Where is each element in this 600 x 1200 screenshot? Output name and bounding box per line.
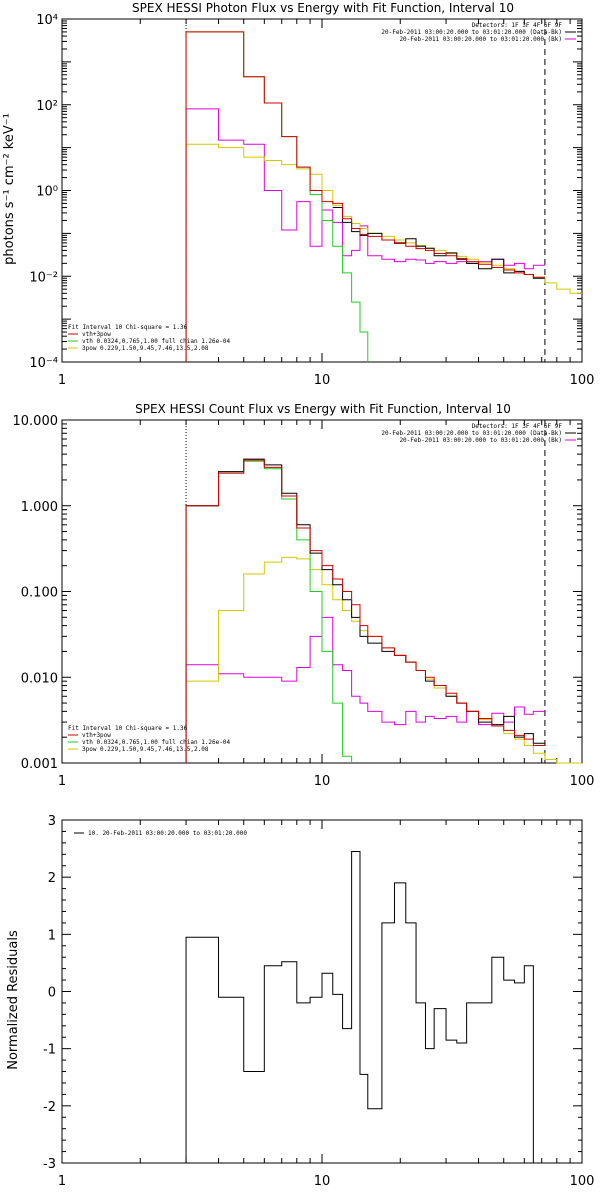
- legend-entry: Detectors: 1F 3F 4F 6F 9F: [472, 423, 563, 430]
- y-tick-label: 10⁰: [36, 185, 58, 200]
- series-10-20-feb-2011-03-00-20-000-to-03-01-20-000-line: [185, 850, 534, 1163]
- y-tick-label: -3: [43, 1157, 56, 1172]
- legend-entry: 20-Feb-2011 03:00:20.000 to 03:01:20.000…: [381, 430, 562, 437]
- photon-flux-y-label: photons s⁻¹ cm⁻² keV⁻¹: [2, 113, 17, 265]
- y-tick-label: 1: [48, 928, 56, 943]
- x-tick-label: 1: [58, 1174, 66, 1189]
- series-data-bk-line: [185, 458, 545, 763]
- photon-flux-panel: SPEX HESSI Photon Flux vs Energy with Fi…: [2, 1, 594, 388]
- y-tick-label: 0: [48, 986, 56, 1001]
- y-tick-label: 0.001: [21, 757, 58, 772]
- y-tick-label: 3: [48, 814, 56, 829]
- legend-entry: Detectors: 1F 3F 4F 6F 9F: [472, 22, 563, 29]
- x-tick-label: 100: [570, 774, 595, 789]
- y-tick-label: 0.010: [21, 671, 58, 686]
- y-tick-label: 1.000: [21, 500, 58, 515]
- legend-entry: vth 0.0324,0.765,1.00 full chian 1.26e-0…: [82, 338, 230, 345]
- x-tick-label: 100: [570, 1174, 595, 1189]
- legend-entry: vth+3pow: [82, 331, 111, 338]
- photon-flux-title: SPEX HESSI Photon Flux vs Energy with Fi…: [132, 1, 514, 15]
- legend-entry: vth+3pow: [82, 732, 111, 739]
- legend-entry: vth 0.0324,0.765,1.00 full chian 1.26e-0…: [82, 739, 230, 746]
- series-vth-line: [185, 31, 369, 362]
- legend-entry: Fit Interval 10 Chi-square = 1.36: [68, 725, 188, 732]
- series-data-bk-line: [332, 207, 545, 279]
- y-tick-label: -1: [43, 1043, 56, 1058]
- count-flux-panel: SPEX HESSI Count Flux vs Energy with Fit…: [13, 402, 595, 789]
- y-tick-label: -2: [43, 1100, 56, 1115]
- series-vth-3pow-line: [185, 459, 545, 763]
- y-tick-label: 10.000: [13, 414, 59, 429]
- x-tick-label: 10: [314, 373, 331, 388]
- series-bk-line: [185, 616, 545, 763]
- y-tick-label: 10⁻²: [29, 270, 58, 285]
- x-tick-label: 1: [58, 774, 66, 789]
- legend-entry: 20-Feb-2011 03:00:20.000 to 03:01:20.000…: [399, 437, 562, 444]
- x-tick-label: 1: [58, 373, 66, 388]
- y-tick-label: 10⁴: [36, 13, 58, 28]
- legend-entry: Fit Interval 10 Chi-square = 1.36: [68, 324, 188, 331]
- x-tick-label: 100: [570, 373, 595, 388]
- y-tick-label: 2: [48, 871, 56, 886]
- count-flux-title: SPEX HESSI Count Flux vs Energy with Fit…: [135, 402, 511, 416]
- x-tick-label: 10: [314, 1174, 331, 1189]
- series-3pow-line: [185, 556, 582, 764]
- legend-entry: 10. 20-Feb-2011 03:00:20.000 to 03:01:20…: [88, 830, 247, 837]
- legend-entry: 20-Feb-2011 03:00:20.000 to 03:01:20.000…: [399, 36, 562, 43]
- series-vth-line: [185, 460, 353, 763]
- legend-entry: 20-Feb-2011 03:00:20.000 to 03:01:20.000…: [381, 29, 562, 36]
- y-tick-label: 10²: [36, 99, 58, 114]
- y-tick-label: 10⁻⁴: [29, 356, 58, 371]
- residuals-y-label: Normalized Residuals: [6, 930, 21, 1070]
- x-tick-label: 10: [314, 774, 331, 789]
- legend-entry: 3pow 0.229,1.50,9.45,7.46,13.5,2.08: [82, 746, 209, 753]
- series-3pow-line: [185, 143, 582, 362]
- residuals-panel: Normalized Residuals 1 10 100 -3 -2 -1 0 1 2 3 10.…: [6, 814, 594, 1189]
- series-vth-3pow-line: [185, 31, 545, 362]
- legend-entry: 3pow 0.229,1.50,9.45,7.46,13.5,2.08: [82, 345, 209, 352]
- y-tick-label: 0.100: [21, 586, 58, 601]
